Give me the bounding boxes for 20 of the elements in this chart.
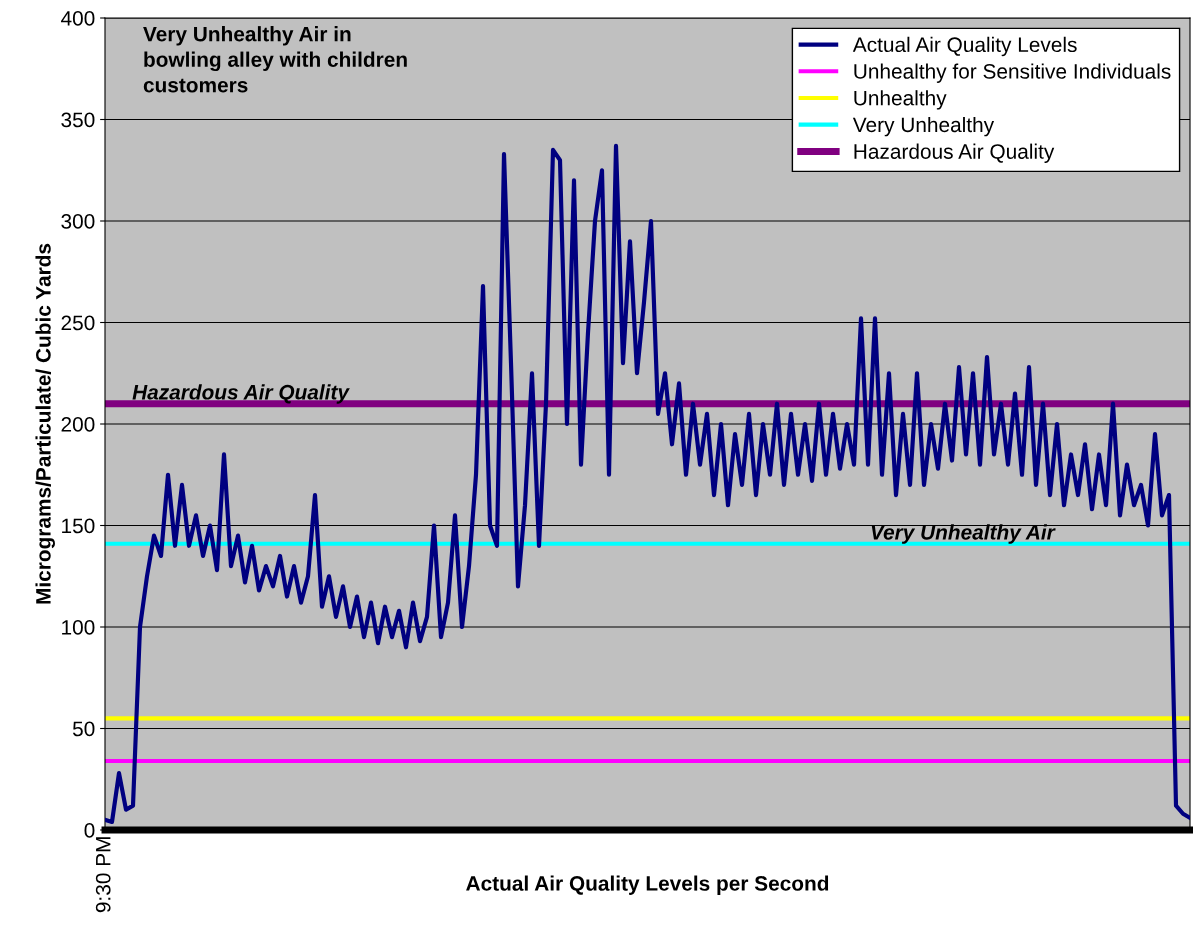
legend-label: Actual Air Quality Levels [852,36,1077,57]
y-tick-label: 300 [61,214,95,229]
y-axis-title: Micrograms/Particulate/ Cubic Yards [35,243,55,604]
annotation: Hazardous Air Quality [132,384,350,404]
text: Very Unhealthy Air in bowling alley with children customers [143,26,407,93]
y-tick-label: 50 [72,721,95,737]
y-tick-label: 0 [84,823,95,838]
legend-label: Very Unhealthy [852,116,995,137]
legend-label: Unhealthy for Sensitive Individuals [854,63,1171,83]
y-tick-label: 200 [61,417,95,432]
x-tick-label: 9:30 PM [95,837,111,913]
y-tick-label: 350 [61,112,95,128]
y-tick-label: 100 [62,620,95,635]
legend-label: Unhealthy [854,90,947,110]
y-tick-label: 400 [61,11,95,26]
y-tick-label: 250 [61,315,95,331]
y-tick-label: 150 [62,518,95,534]
legend-label: Hazardous Air Quality [854,143,1055,164]
annotation: Very Unhealthy Air [871,524,1056,544]
x-axis-title: Actual Air Quality Levels per Second [466,875,829,895]
